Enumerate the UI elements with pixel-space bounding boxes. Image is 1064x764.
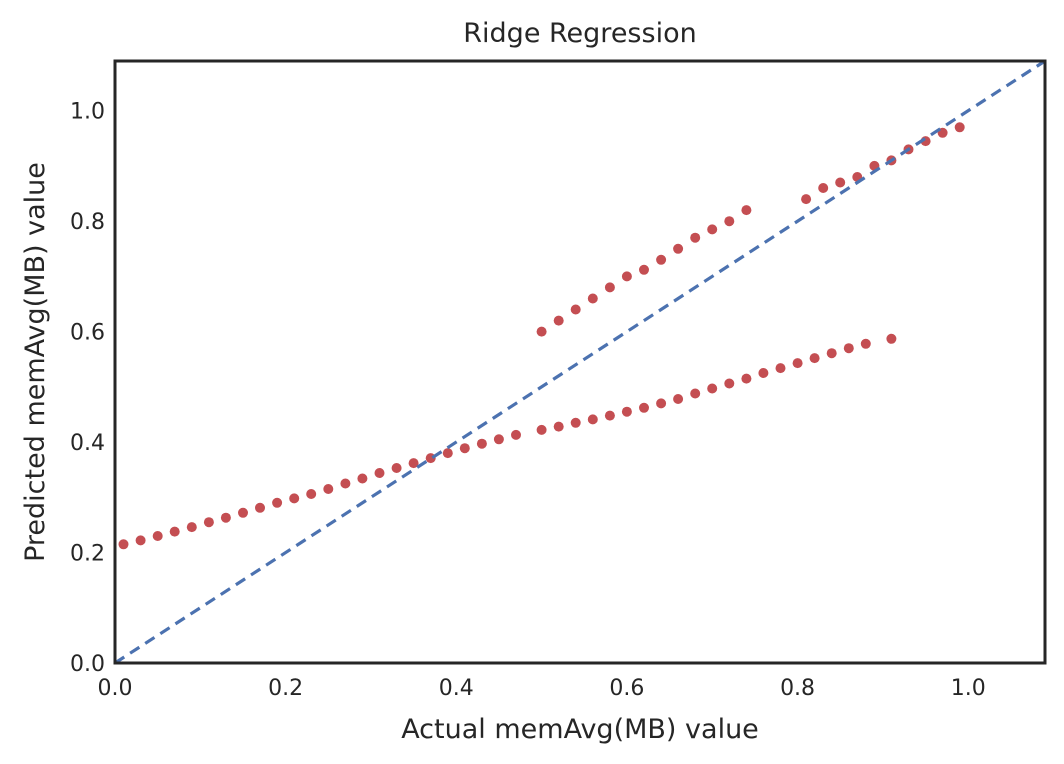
data-point <box>639 402 649 413</box>
x-tick-label: 0.2 <box>268 676 303 701</box>
data-point <box>570 417 581 428</box>
x-tick-label: 1.0 <box>951 676 986 701</box>
data-point <box>238 507 248 518</box>
data-point <box>357 473 368 484</box>
data-point <box>758 368 769 378</box>
y-tick-label: 0.0 <box>70 652 105 677</box>
data-point <box>954 122 965 133</box>
x-tick-label: 0.6 <box>609 676 644 701</box>
data-point <box>408 458 419 469</box>
data-point <box>374 468 385 478</box>
data-point <box>843 343 854 354</box>
data-point <box>818 183 829 193</box>
data-point <box>203 517 214 528</box>
y-axis-label: Predicted memAvg(MB) value <box>20 162 51 562</box>
data-point <box>553 421 564 432</box>
data-point <box>801 194 812 205</box>
y-tick-label: 0.6 <box>70 321 105 346</box>
data-point <box>118 539 129 550</box>
axes-frame <box>113 59 1047 665</box>
data-point <box>186 522 197 533</box>
data-point <box>621 406 632 417</box>
data-point <box>604 282 615 293</box>
chart-title: Ridge Regression <box>463 18 696 49</box>
data-point <box>724 216 735 227</box>
identity-reference-line <box>114 59 1046 665</box>
y-axis-ticks: 0.0 0.2 0.4 0.6 0.8 1.0 <box>70 100 105 677</box>
x-tick-label: 0.0 <box>98 676 133 701</box>
data-point <box>604 410 615 421</box>
x-tick-label: 0.8 <box>780 676 815 701</box>
data-point <box>826 348 837 359</box>
data-point <box>135 535 146 546</box>
data-point <box>220 512 231 523</box>
data-point <box>835 177 846 188</box>
data-point <box>621 271 632 282</box>
data-point <box>775 363 786 374</box>
x-tick-label: 0.4 <box>439 676 474 701</box>
data-point <box>272 497 283 508</box>
data-point <box>323 484 334 494</box>
data-point <box>587 293 598 304</box>
data-point <box>741 373 752 384</box>
plot-area <box>114 59 1046 665</box>
data-point <box>493 434 504 445</box>
data-point <box>707 383 718 394</box>
data-point <box>306 489 317 499</box>
x-axis-ticks: 0.0 0.2 0.4 0.6 0.8 1.0 <box>98 676 986 701</box>
data-point <box>690 232 701 243</box>
data-point <box>673 243 684 254</box>
data-point <box>656 398 667 409</box>
y-tick-label: 0.8 <box>70 210 105 235</box>
data-point <box>724 378 735 389</box>
x-axis-label: Actual memAvg(MB) value <box>401 714 759 745</box>
data-point <box>860 338 871 349</box>
data-point <box>536 326 547 337</box>
data-point <box>255 502 265 513</box>
data-point <box>340 478 351 489</box>
data-point <box>792 358 803 369</box>
data-point <box>690 388 701 399</box>
data-point <box>741 205 752 216</box>
data-point <box>391 463 402 473</box>
y-tick-label: 0.2 <box>70 542 105 567</box>
data-point <box>536 424 547 435</box>
data-point <box>442 448 453 459</box>
data-point <box>476 438 487 449</box>
y-tick-label: 1.0 <box>70 100 105 125</box>
data-point <box>639 264 649 275</box>
data-point <box>673 394 684 404</box>
data-point <box>707 224 718 235</box>
data-point <box>152 531 163 541</box>
data-point <box>809 353 820 364</box>
data-point <box>169 526 180 537</box>
y-tick-label: 0.4 <box>70 431 105 456</box>
data-point <box>656 254 667 265</box>
data-point <box>886 333 897 344</box>
data-point <box>459 443 470 454</box>
data-point <box>587 414 598 425</box>
data-point <box>289 493 300 504</box>
data-point <box>570 304 581 315</box>
data-point <box>511 429 521 440</box>
data-point <box>553 315 564 326</box>
